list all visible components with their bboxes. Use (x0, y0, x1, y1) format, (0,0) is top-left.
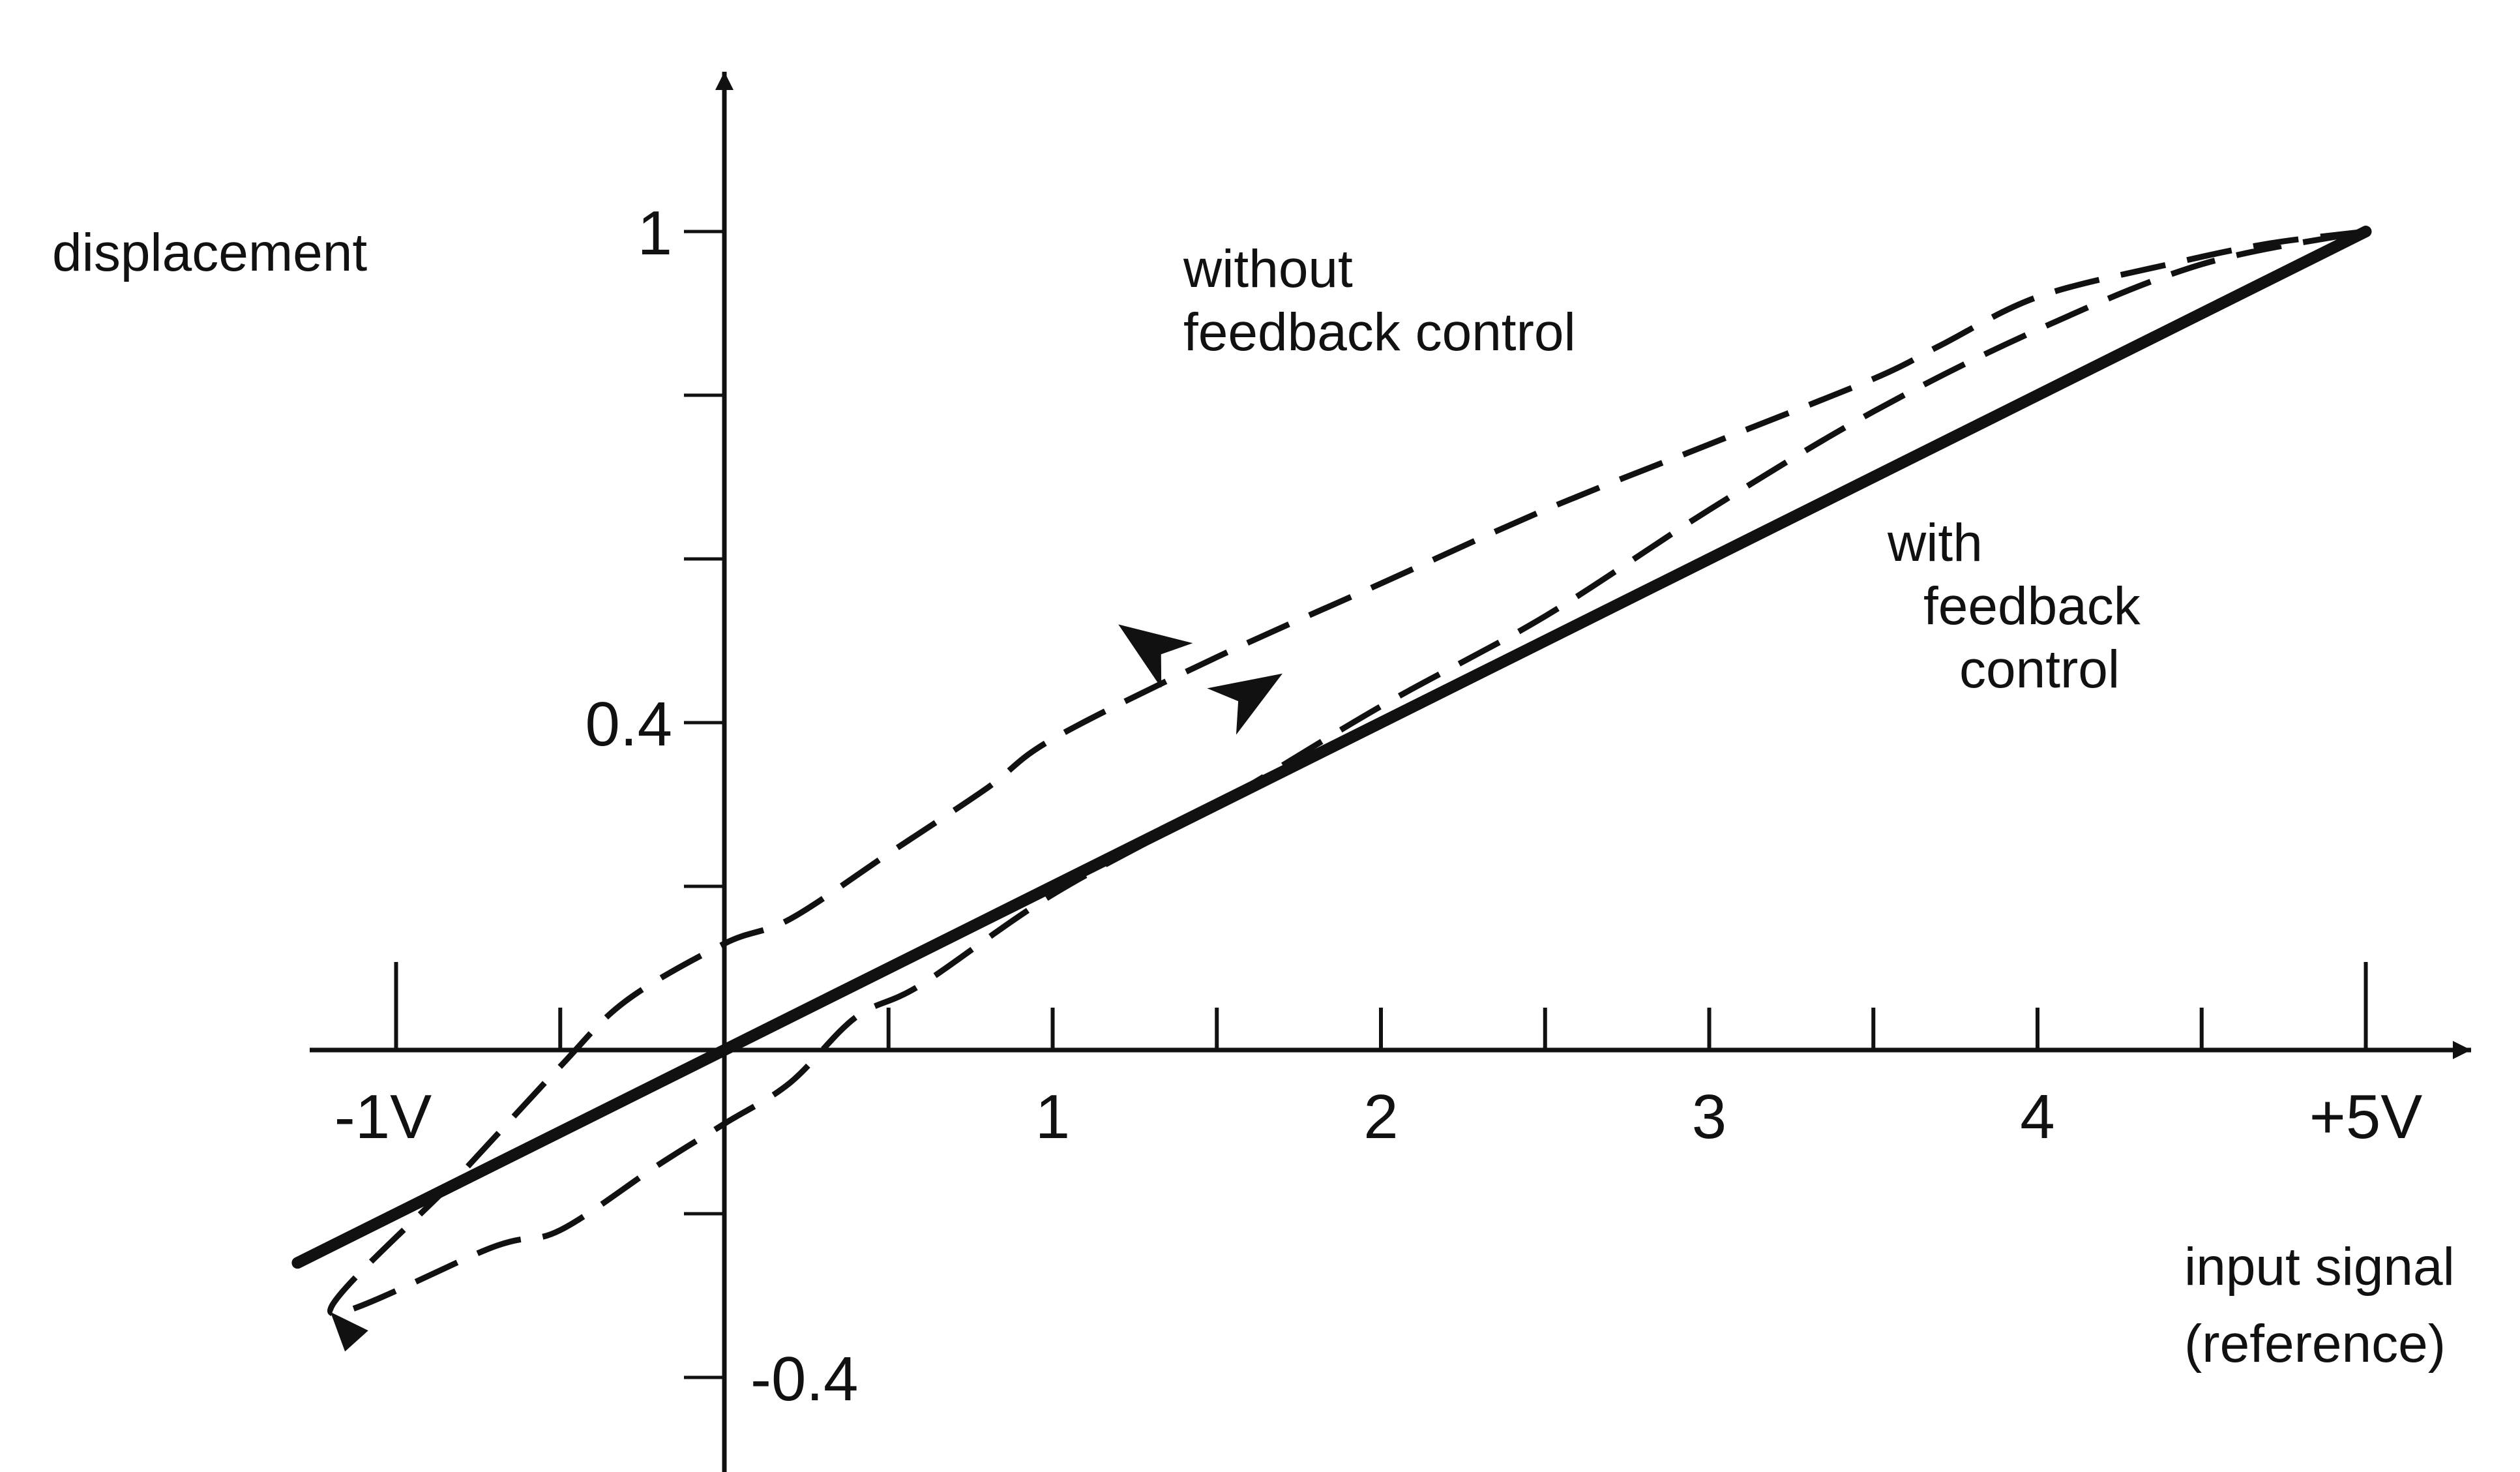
chart-labels: -1V 1 2 3 4 +5V 1 0.4 -0.4 displacement input sign… (52, 198, 2455, 1414)
x-axis-label: input signal (2184, 1237, 2455, 1297)
x-tick-label: -1V (334, 1082, 432, 1152)
annotation-with-feedback: control (1959, 640, 2120, 699)
annotation-with-feedback: with (1887, 513, 1983, 573)
y-tick-label: 1 (638, 198, 672, 268)
y-axis-label: displacement (52, 223, 367, 282)
x-tick-label: 3 (1692, 1082, 1727, 1152)
y-tick-label: -0.4 (750, 1344, 858, 1414)
y-tick-label: 0.4 (586, 689, 672, 759)
direction-arrow (1207, 673, 1282, 735)
annotation-without-feedback: without (1183, 239, 1353, 299)
annotation-with-feedback: feedback (1923, 577, 2141, 636)
series-line-without-feedback (327, 228, 2367, 1317)
x-tick-label: 1 (1035, 1082, 1070, 1152)
x-axis-label: (reference) (2184, 1314, 2446, 1374)
direction-arrow (1118, 624, 1193, 688)
annotation-without-feedback: feedback control (1183, 303, 1576, 362)
loop-end-arrow (330, 1312, 368, 1352)
x-tick-label: 2 (1363, 1082, 1398, 1152)
axes (310, 72, 2471, 1472)
plot-area (291, 226, 2372, 1352)
x-tick-label: 4 (2020, 1082, 2054, 1152)
x-tick-label: +5V (2309, 1082, 2422, 1152)
